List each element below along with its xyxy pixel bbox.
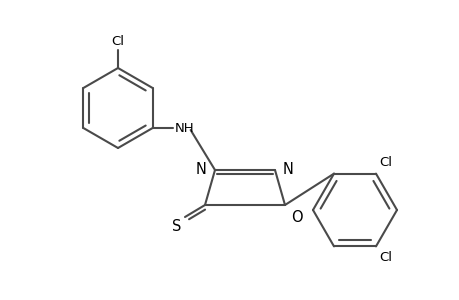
Text: Cl: Cl	[378, 251, 391, 264]
Text: NH: NH	[174, 122, 194, 134]
Text: O: O	[291, 210, 302, 225]
Text: Cl: Cl	[378, 156, 391, 169]
Text: N: N	[282, 163, 293, 178]
Text: N: N	[196, 163, 207, 178]
Text: S: S	[171, 219, 180, 234]
Text: Cl: Cl	[111, 35, 124, 48]
